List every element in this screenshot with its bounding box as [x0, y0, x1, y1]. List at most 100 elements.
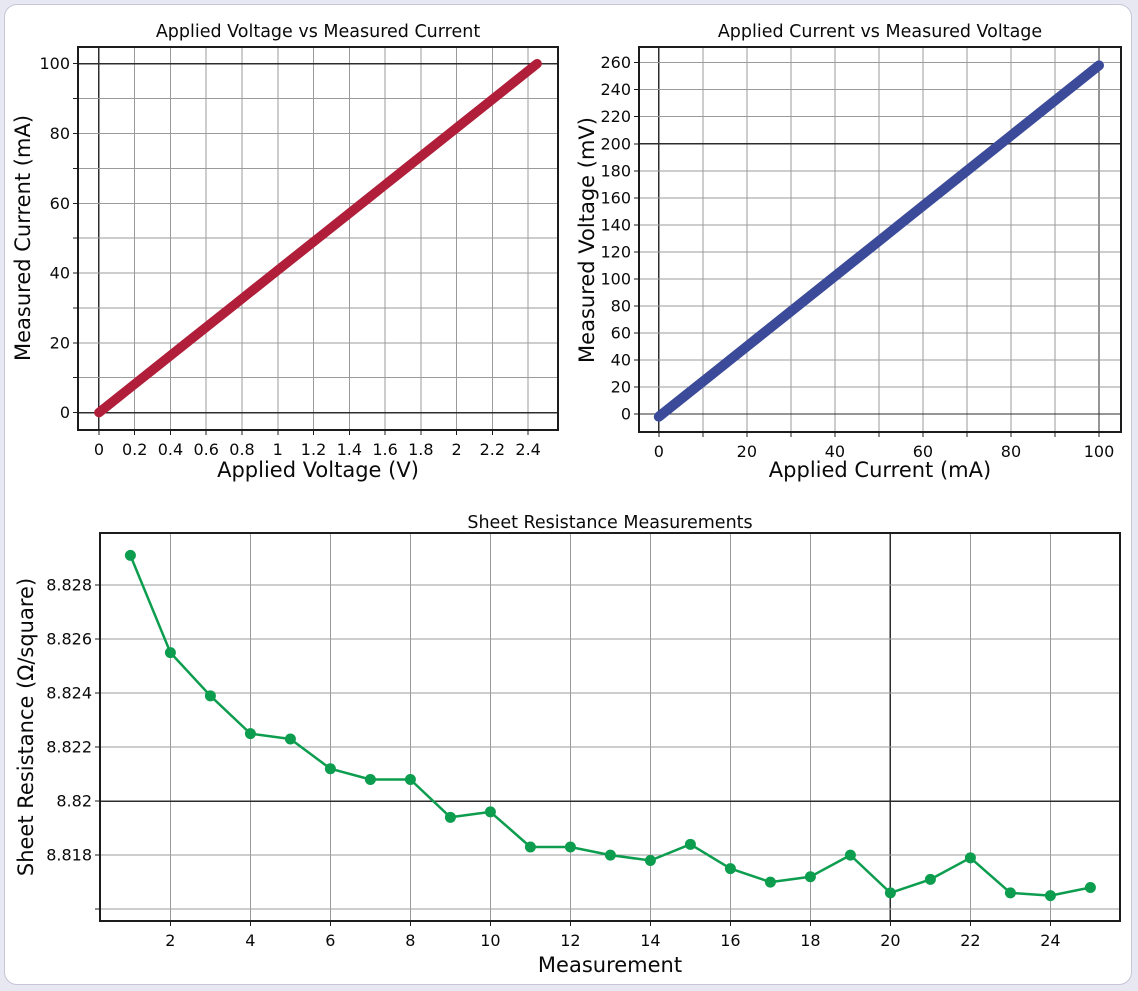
- data-point: [564, 841, 576, 853]
- x-tick-label: 0.2: [122, 440, 147, 459]
- data-point: [964, 852, 976, 864]
- plot-frame: [638, 46, 1122, 433]
- x-tick-label: 20: [737, 442, 757, 461]
- chart-title: Sheet Resistance Measurements: [467, 513, 752, 533]
- data-point: [364, 774, 376, 786]
- x-tick-label: 100: [1084, 442, 1115, 461]
- x-tick-label: 60: [913, 442, 933, 461]
- x-tick-label: 14: [640, 931, 660, 950]
- x-tick-label: 80: [1001, 442, 1021, 461]
- y-tick-label: 40: [50, 264, 70, 283]
- data-point: [604, 849, 616, 861]
- data-point: [884, 887, 896, 899]
- data-series-vi-sweep: [653, 60, 1104, 422]
- x-tick-label: 2.2: [480, 440, 505, 459]
- data-point: [244, 728, 256, 740]
- x-tick-label: 1.2: [301, 440, 326, 459]
- y-tick-label: 20: [50, 333, 70, 352]
- data-point: [284, 733, 296, 745]
- data-series-sheet-resistance: [129, 554, 1092, 897]
- x-tick-label: 0.6: [193, 440, 218, 459]
- data-point: [764, 876, 776, 888]
- y-tick-label: 220: [600, 107, 631, 126]
- data-point: [804, 871, 816, 883]
- y-tick-label: 240: [600, 80, 631, 99]
- applied-current-vs-measured-voltage-chart: 0 20 40 60 80 100 0 20 40 60 80 100 120 140 160 180 200 2…: [575, 22, 1122, 482]
- x-tick-label: 10: [480, 931, 500, 950]
- data-point: [844, 849, 856, 861]
- y-tick-label: 260: [600, 53, 631, 72]
- y-tick-label: 40: [611, 350, 631, 369]
- data-point: [1044, 890, 1056, 902]
- data-point: [204, 690, 216, 702]
- y-tick-label: 8.828: [46, 576, 92, 595]
- y-tick-label: 8.818: [46, 846, 92, 865]
- x-tick-label: 12: [560, 931, 580, 950]
- y-tick-label: 180: [600, 161, 631, 180]
- x-tick-label: 0.4: [158, 440, 183, 459]
- y-tick-label: 8.826: [46, 630, 92, 649]
- data-point: [1004, 887, 1016, 899]
- y-tick-label: 100: [600, 269, 631, 288]
- y-axis-label: Measured Current (mA): [11, 115, 35, 361]
- data-point: [924, 873, 936, 885]
- data-point: [484, 806, 496, 818]
- x-tick-label: 8: [405, 931, 415, 950]
- chart-title: Applied Voltage vs Measured Current: [156, 22, 481, 42]
- data-point: [404, 774, 416, 786]
- x-tick-label: 16: [720, 931, 740, 950]
- x-tick-label: 6: [325, 931, 335, 950]
- x-tick-label: 2: [165, 931, 175, 950]
- data-point: [644, 855, 656, 867]
- y-tick-label: 120: [600, 242, 631, 261]
- x-tick-label: 2.4: [515, 440, 540, 459]
- x-tick-label: 24: [1040, 931, 1060, 950]
- x-tick-label: 18: [800, 931, 820, 950]
- y-tick-label: 0: [60, 403, 70, 422]
- x-tick-label: 1: [273, 440, 283, 459]
- sheet-resistance-measurements-chart: 2 4 6 8 10 12 14 16 18 20 22 248.8188.828.8228.8248…: [14, 513, 1121, 977]
- y-tick-label: 200: [600, 134, 631, 153]
- y-axis-label: Sheet Resistance (Ω/square): [14, 578, 38, 876]
- applied-voltage-vs-measured-current-chart: 0 0.2 0.4 0.6 0.8 1 1.2 1.4 1.6 1.8 2 2.2 2.4 0 20 40 60…: [11, 22, 559, 482]
- y-tick-label: 80: [50, 124, 70, 143]
- y-tick-label: 20: [611, 378, 631, 397]
- data-point: [124, 549, 136, 561]
- x-tick-label: 40: [825, 442, 845, 461]
- x-tick-label: 4: [245, 931, 255, 950]
- x-tick-label: 0.8: [229, 440, 254, 459]
- x-tick-label: 1.8: [408, 440, 433, 459]
- y-tick-label: 60: [50, 194, 70, 213]
- x-tick-label: 0: [654, 442, 664, 461]
- plot-frame: [99, 532, 1121, 922]
- x-tick-label: 22: [960, 931, 980, 950]
- y-tick-label: 8.82: [56, 792, 92, 811]
- plot-canvas: [4, 4, 1132, 985]
- data-point: [524, 841, 536, 853]
- y-axis-label: Measured Voltage (mV): [575, 117, 599, 363]
- x-axis-label: Applied Voltage (V): [217, 458, 419, 482]
- chart-title: Applied Current vs Measured Voltage: [718, 22, 1042, 42]
- data-point: [724, 863, 736, 875]
- data-point: [1084, 882, 1096, 894]
- y-tick-label: 8.822: [46, 738, 92, 757]
- y-tick-label: 160: [600, 188, 631, 207]
- x-tick-label: 2: [452, 440, 462, 459]
- x-tick-label: 1.4: [337, 440, 362, 459]
- x-tick-label: 20: [880, 931, 900, 950]
- data-point: [164, 647, 176, 659]
- data-point: [684, 838, 696, 850]
- y-tick-label: 8.824: [46, 684, 92, 703]
- x-tick-label: 0: [94, 440, 104, 459]
- x-axis-label: Measurement: [538, 953, 682, 977]
- y-tick-label: 80: [611, 296, 631, 315]
- data-point: [324, 763, 336, 775]
- y-tick-label: 60: [611, 323, 631, 342]
- x-axis-label: Applied Current (mA): [769, 458, 991, 482]
- y-tick-label: 140: [600, 215, 631, 234]
- x-tick-label: 1.6: [372, 440, 397, 459]
- y-tick-label: 0: [621, 405, 631, 424]
- data-series-iv-sweep: [94, 58, 542, 418]
- data-point: [444, 811, 456, 823]
